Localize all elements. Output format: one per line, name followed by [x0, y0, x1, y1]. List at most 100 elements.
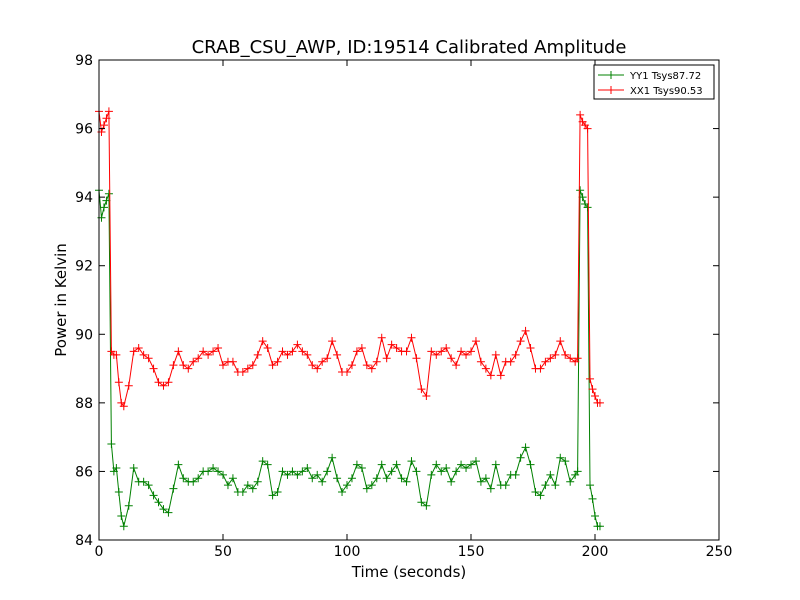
data-point [144, 481, 153, 490]
data-point [114, 488, 123, 496]
data-point [129, 347, 138, 356]
data-point [134, 344, 143, 352]
chart-title: CRAB_CSU_AWP, ID:19514 Calibrated Amplit… [192, 37, 627, 58]
data-point [471, 337, 480, 346]
data-point [591, 512, 599, 520]
y-tick-label: 88 [75, 396, 93, 412]
data-point [263, 460, 272, 469]
data-point [583, 203, 592, 212]
data-point [516, 453, 525, 462]
data-point [357, 464, 366, 472]
data-point [588, 494, 597, 503]
data-point [248, 361, 257, 370]
data-point [338, 488, 347, 496]
data-point [263, 344, 272, 352]
data-point [506, 357, 515, 366]
data-point [179, 474, 188, 483]
data-point [214, 467, 223, 476]
data-point [228, 357, 237, 366]
data-point [283, 350, 292, 359]
data-point [531, 488, 540, 496]
data-point [219, 470, 227, 479]
series-line [98, 111, 600, 408]
data-point [228, 474, 237, 483]
data-point [253, 477, 262, 486]
data-point [412, 467, 421, 476]
data-point [382, 474, 391, 483]
data-point [578, 193, 587, 202]
data-point [199, 347, 208, 356]
data-point [104, 189, 113, 198]
y-tick-label: 84 [75, 533, 93, 549]
data-point [144, 354, 153, 363]
data-point [328, 453, 337, 462]
legend-marker [607, 86, 615, 94]
data-point [583, 124, 592, 133]
data-point [382, 354, 391, 363]
data-point [536, 491, 545, 500]
data-point [452, 467, 461, 476]
data-point [174, 460, 183, 469]
data-point [119, 522, 128, 531]
data-point [496, 371, 505, 380]
data-point [308, 474, 317, 483]
data-point [402, 347, 411, 356]
data-point [114, 378, 123, 387]
data-point [551, 350, 560, 359]
data-point [397, 474, 406, 483]
data-point [303, 464, 312, 472]
data-point [357, 344, 366, 352]
data-point [387, 467, 396, 476]
data-point [248, 484, 257, 493]
data-point [377, 460, 386, 469]
data-point [546, 354, 555, 363]
data-point [184, 364, 193, 373]
data-point [551, 481, 560, 490]
data-point [164, 508, 173, 517]
data-point [476, 477, 485, 486]
data-point [432, 350, 441, 359]
data-point [288, 467, 297, 476]
data-point [253, 350, 262, 359]
data-point [298, 467, 307, 476]
data-point [298, 347, 307, 356]
data-point [273, 488, 282, 496]
data-point [104, 107, 113, 116]
data-point [258, 457, 267, 466]
data-point [209, 347, 218, 356]
data-point [209, 464, 218, 472]
plot-area [95, 107, 604, 531]
series-0 [95, 186, 604, 531]
series-1 [95, 107, 604, 411]
data-point [102, 196, 111, 205]
y-tick-label: 96 [75, 122, 93, 138]
data-point [204, 467, 213, 476]
data-point [367, 364, 376, 373]
data-point [595, 398, 604, 407]
data-point [541, 481, 550, 490]
x-tick-label: 150 [458, 544, 485, 560]
data-point [407, 457, 416, 466]
data-point [501, 481, 510, 490]
data-point [119, 402, 128, 411]
data-point [347, 474, 356, 483]
data-point [442, 464, 451, 472]
data-point [467, 347, 475, 356]
data-point [283, 470, 292, 479]
data-point [486, 371, 495, 380]
data-point [333, 474, 342, 483]
data-point [491, 350, 500, 359]
data-point [214, 344, 223, 352]
data-point [323, 354, 332, 363]
data-point [139, 477, 148, 486]
x-tick-label: 50 [214, 544, 232, 560]
data-point [223, 481, 232, 490]
data-point [362, 361, 371, 370]
data-point [159, 505, 168, 514]
data-point [273, 357, 282, 366]
data-point [511, 350, 520, 359]
data-point [427, 347, 436, 356]
data-point [462, 350, 471, 359]
data-point [372, 357, 381, 366]
